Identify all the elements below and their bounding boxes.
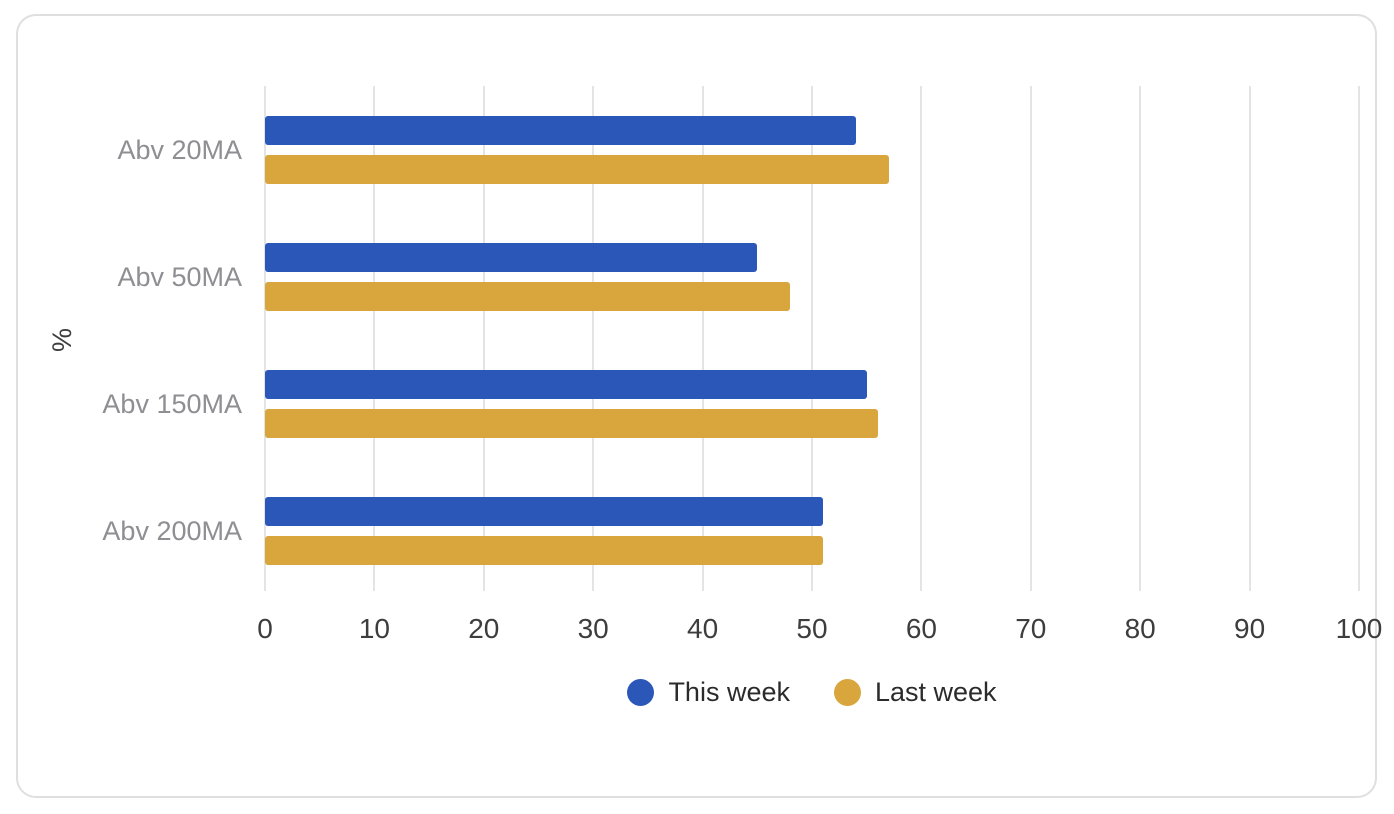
gridline — [920, 86, 923, 591]
legend-item-this-week[interactable]: This week — [627, 677, 790, 708]
x-tick-label: 80 — [1124, 613, 1156, 644]
gridline — [592, 86, 595, 591]
chart-card: % 0 10 20 30 40 50 60 70 80 90 100 Abv 20MA Abv 50M… — [16, 14, 1382, 798]
gridline — [1029, 86, 1032, 591]
gridline — [811, 86, 813, 591]
y-axis-title: % — [46, 328, 77, 353]
bar-last-week-abv-200ma — [265, 535, 823, 565]
category-label: Abv 50MA — [117, 261, 242, 292]
x-tick-label: 20 — [468, 613, 500, 644]
bar-this-week-abv-20ma — [265, 115, 856, 145]
category-label: Abv 200MA — [102, 515, 242, 546]
legend: This week Last week — [265, 674, 1359, 710]
gridline — [1248, 86, 1251, 591]
category-label: Abv 150MA — [102, 388, 242, 419]
x-tick-label: 60 — [905, 613, 937, 644]
x-tick-label: 100 — [1335, 613, 1383, 644]
legend-swatch-icon — [627, 678, 655, 706]
bar-this-week-abv-50ma — [265, 242, 758, 272]
x-tick-label: 40 — [687, 613, 719, 644]
gridline — [373, 86, 376, 591]
bar-last-week-abv-50ma — [265, 281, 791, 311]
legend-label: Last week — [874, 676, 997, 707]
legend-label: This week — [668, 676, 790, 707]
gridline — [1358, 86, 1360, 591]
bar-this-week-abv-200ma — [265, 496, 823, 526]
category-label: Abv 20MA — [117, 134, 242, 165]
x-tick-label: 10 — [358, 613, 390, 644]
gridline — [264, 86, 266, 591]
legend-swatch-icon — [833, 678, 861, 706]
x-tick-label: 70 — [1015, 613, 1047, 644]
x-tick-label: 50 — [796, 613, 828, 644]
plot-area — [264, 86, 1360, 594]
gridline — [701, 86, 704, 591]
bar-last-week-abv-20ma — [265, 154, 889, 184]
x-tick-label: 0 — [257, 613, 273, 644]
bar-this-week-abv-150ma — [265, 369, 867, 399]
bar-last-week-abv-150ma — [265, 408, 878, 438]
gridline — [482, 86, 485, 591]
x-tick-label: 30 — [577, 613, 609, 644]
x-tick-label: 90 — [1234, 613, 1266, 644]
legend-item-last-week[interactable]: Last week — [833, 676, 997, 708]
gridline — [1139, 86, 1142, 591]
